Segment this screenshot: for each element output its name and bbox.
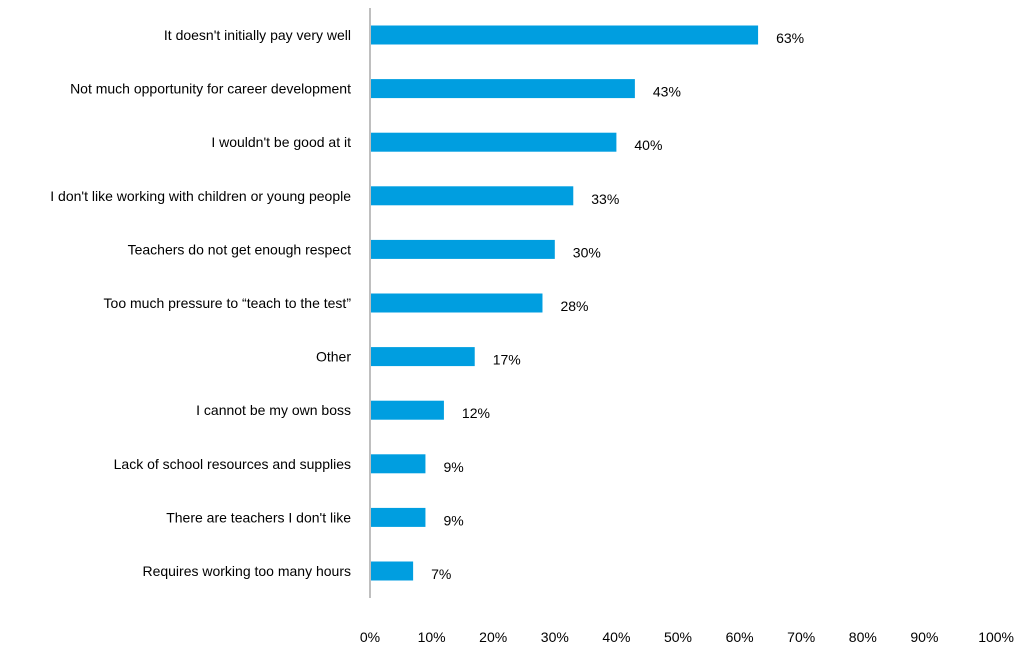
bar	[370, 507, 426, 527]
x-tick-label: 50%	[664, 629, 692, 645]
bar	[370, 25, 759, 45]
bar	[370, 347, 475, 367]
x-tick-label: 30%	[541, 629, 569, 645]
category-labels-group: It doesn't initially pay very well Not mu…	[50, 27, 351, 579]
x-tick-label: 10%	[418, 629, 446, 645]
x-tick-label: 60%	[726, 629, 754, 645]
x-tick-label: 100%	[978, 629, 1014, 645]
category-label: Not much opportunity for career developm…	[70, 81, 351, 97]
value-label: 12%	[462, 405, 490, 421]
bar	[370, 293, 543, 313]
category-label: Lack of school resources and supplies	[114, 456, 351, 472]
x-tick-labels-group: 0% 10% 20% 30% 40% 50% 60% 70% 80% 90% 100%	[360, 629, 1014, 645]
value-label: 33%	[591, 191, 619, 207]
value-labels-group: 63% 43% 40% 33% 30% 28% 17% 12% 9% 9% 7%	[431, 30, 804, 582]
value-label: 17%	[493, 352, 521, 368]
category-label: I cannot be my own boss	[196, 402, 351, 418]
x-tick-label: 80%	[849, 629, 877, 645]
value-label: 9%	[443, 459, 463, 475]
bar	[370, 132, 617, 152]
bar	[370, 400, 444, 420]
category-label: Other	[316, 349, 351, 365]
value-label: 63%	[776, 30, 804, 46]
x-tick-label: 40%	[602, 629, 630, 645]
bar	[370, 186, 574, 206]
value-label: 43%	[653, 84, 681, 100]
value-label: 28%	[560, 298, 588, 314]
category-label: I wouldn't be good at it	[211, 134, 351, 150]
category-label: I don't like working with children or yo…	[50, 188, 351, 204]
x-tick-label: 0%	[360, 629, 380, 645]
value-label: 9%	[443, 512, 463, 528]
value-label: 30%	[573, 244, 601, 260]
category-label: Teachers do not get enough respect	[128, 241, 351, 257]
x-tick-label: 20%	[479, 629, 507, 645]
x-tick-label: 70%	[787, 629, 815, 645]
bar	[370, 239, 555, 259]
category-label: Too much pressure to “teach to the test”	[104, 295, 352, 311]
bar	[370, 79, 635, 99]
bar	[370, 454, 426, 474]
bars-group	[370, 25, 759, 581]
bar	[370, 561, 414, 581]
value-label: 40%	[634, 137, 662, 153]
x-tick-label: 90%	[910, 629, 938, 645]
category-label: There are teachers I don't like	[166, 509, 351, 525]
category-label: Requires working too many hours	[142, 563, 351, 579]
category-label: It doesn't initially pay very well	[164, 27, 351, 43]
value-label: 7%	[431, 566, 451, 582]
